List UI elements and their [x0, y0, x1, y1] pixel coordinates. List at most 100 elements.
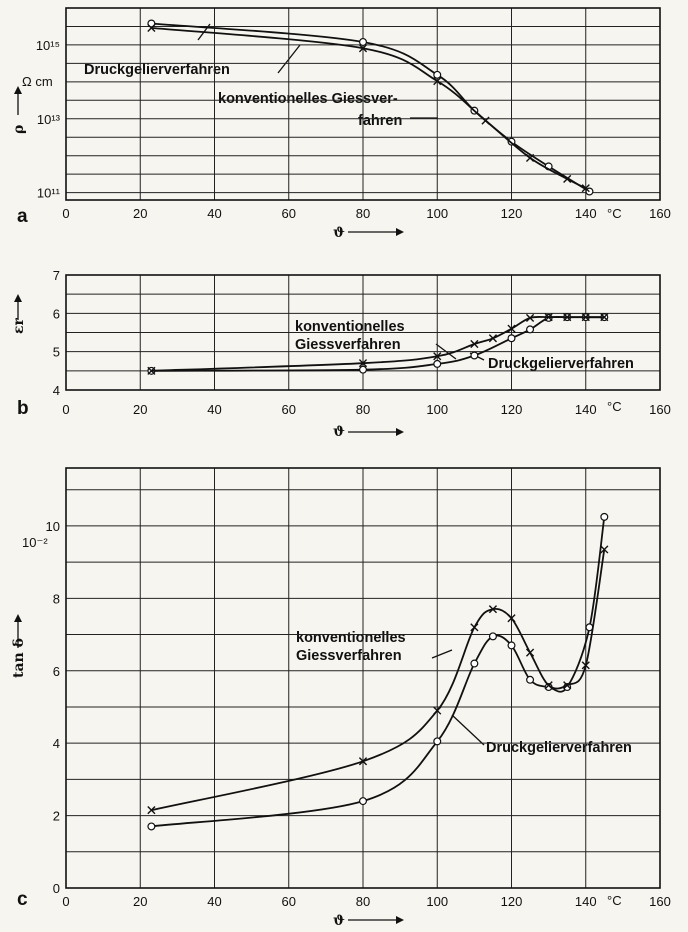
- panel-a-point-konv: [581, 184, 590, 193]
- panel-c-series-druck-line: [151, 516, 606, 828]
- panel-b-ytick-label: 4: [53, 383, 60, 398]
- panel-a-xtick-label: 120: [501, 206, 523, 221]
- panel-a-point-konv-stroke: [481, 116, 490, 125]
- panel-a-point-konv: [563, 174, 572, 184]
- panel-c-xtick-label: 0: [62, 894, 69, 909]
- panel-c-point-konv: [470, 623, 479, 632]
- panel-a-xtick-label: 20: [133, 206, 147, 221]
- panel-a-xunit: °C: [607, 206, 622, 221]
- panel-b-point-druck: [359, 365, 368, 374]
- panel-c-ytick-label: 10: [46, 519, 60, 534]
- panel-b-point-konv: [544, 313, 553, 322]
- panel-c-ytick-label: 8: [53, 591, 60, 606]
- panel-a-point-konv-stroke: [525, 153, 535, 163]
- panel-c-point-konv: [488, 605, 498, 614]
- panel-c-ytick-label: 2: [53, 809, 60, 824]
- panel-b-point-konv-stroke: [358, 359, 368, 368]
- panel-c-point-konv: [600, 545, 609, 554]
- panel-b-xtick-label: 0: [62, 402, 69, 417]
- panel-c-ytick-label: 0: [53, 881, 60, 896]
- panel-c-point-konv-stroke: [470, 623, 479, 632]
- panel-b-xtick-label: 60: [282, 402, 296, 417]
- panel-b-xtick-label: 140: [575, 402, 597, 417]
- panel-a-point-druck: [433, 70, 442, 79]
- panel-a-point-konv: [525, 153, 535, 163]
- panel-a-ytick-label: 10¹³: [37, 112, 61, 127]
- panel-b-xtick-label: 100: [426, 402, 448, 417]
- panel-b-ytick-label: 7: [53, 268, 60, 283]
- panel-b-point-druck: [507, 334, 516, 343]
- panel-b-point-konv: [600, 313, 609, 322]
- panel-b-annotation-konv-2: Giessverfahren: [295, 337, 401, 353]
- panel-c-point-druck: [470, 659, 479, 668]
- panel-c-y-arrow: [14, 614, 22, 648]
- panel-a-plot: 0 20 40 60 80 100 120 140 160 10¹¹ 10¹³ 10¹⁵: [36, 7, 671, 221]
- panel-c-annotation-konv-1: konventionelles: [296, 630, 406, 646]
- panel-c-point-konv-stroke: [544, 681, 553, 690]
- panel-b-point-konv: [507, 324, 516, 333]
- panel-c-annotation-druck: Druckgelierverfahren: [486, 740, 632, 756]
- panel-b-point-konv: [433, 352, 442, 361]
- panel-a-ytick-label: 10¹¹: [37, 186, 61, 201]
- panel-a-series-druck-line: [151, 22, 590, 193]
- panel-a-point-druck: [359, 37, 368, 46]
- panel-a-frame: [65, 7, 661, 201]
- panel-b-point-konv: [358, 359, 368, 368]
- panel-b-point-druck: [433, 359, 442, 368]
- panel-a-point-konv-stroke: [581, 184, 590, 193]
- panel-c-point-druck: [600, 512, 609, 521]
- panel-c-point-druck: [147, 822, 156, 831]
- panel-a-xtick-label: 40: [207, 206, 221, 221]
- panel-a-point-druck: [147, 19, 156, 28]
- panel-c-xtick-label: 120: [501, 894, 523, 909]
- panel-c-point-konv-stroke: [581, 661, 590, 670]
- panel-a-yunit: Ω cm: [22, 74, 53, 89]
- panel-b-point-konv-stroke: [470, 339, 479, 349]
- panel-b-point-konv-stroke: [581, 313, 590, 322]
- panel-a-point-konv-stroke: [563, 174, 572, 184]
- panel-c-point-konv-stroke: [563, 681, 572, 690]
- panel-b-y-arrow: [14, 294, 22, 320]
- panel-b-xtick-label: 160: [649, 402, 671, 417]
- panel-a-annotation-druck: Druckgelierverfahren: [84, 62, 230, 78]
- panel-a-ylabel: ρ: [11, 125, 27, 134]
- panel-b-point-konv: [488, 334, 498, 343]
- panel-c-point-druck: [433, 737, 442, 746]
- panel-a-point-konv: [433, 77, 442, 86]
- panel-b-xlabel: ϑ: [333, 424, 345, 440]
- panel-b-point-konv: [581, 313, 590, 322]
- panel-b-plot: 0 20 40 60 80 100 120 140 160 4 5 6 7: [53, 268, 671, 417]
- panel-b-xtick-label: 80: [356, 402, 370, 417]
- panel-a-point-konv: [358, 44, 368, 53]
- panel-c-series-konv-line: [151, 549, 606, 812]
- panel-b-point-konv-stroke: [525, 313, 535, 323]
- panel-a-xtick-label: 140: [575, 206, 597, 221]
- panel-c-xtick-label: 160: [649, 894, 671, 909]
- panel-c-x-arrow: [348, 916, 404, 924]
- panel-b-point-konv: [147, 366, 156, 375]
- panel-c-leaders: [431, 649, 485, 746]
- panel-c-point-druck: [359, 797, 368, 806]
- panel-c-plot: 0 20 40 60 80 100 120 140 160 0 2 4 6 8 10: [46, 467, 671, 909]
- panel-b-frame: [65, 274, 661, 391]
- panel-c-point-konv: [358, 757, 368, 766]
- panel-c-xtick-label: 140: [575, 894, 597, 909]
- panel-c-point-druck: [526, 675, 535, 684]
- panel-c-frame: [65, 467, 661, 889]
- panel-b-point-konv-stroke: [433, 352, 442, 361]
- panel-a-letter: a: [17, 206, 28, 227]
- panel-b-xtick-label: 120: [501, 402, 523, 417]
- panel-c-point-konv: [147, 806, 156, 815]
- panel-a-xtick-label: 80: [356, 206, 370, 221]
- panel-b-annotation-druck: Druckgelierverfahren: [488, 356, 634, 372]
- panel-b-point-konv: [525, 313, 535, 323]
- panel-a-point-konv-stroke: [358, 44, 368, 53]
- panel-a-x-arrow: [348, 228, 404, 236]
- panel-b-xunit: °C: [607, 399, 622, 414]
- panel-b-annotation-konv-1: konventionelles: [295, 319, 405, 335]
- panel-a-annotation-konv-2: fahren: [358, 113, 402, 129]
- panel-a-xtick-label: 0: [62, 206, 69, 221]
- panel-a-ytick-label: 10¹⁵: [36, 38, 60, 53]
- panel-b-xtick-label: 20: [133, 402, 147, 417]
